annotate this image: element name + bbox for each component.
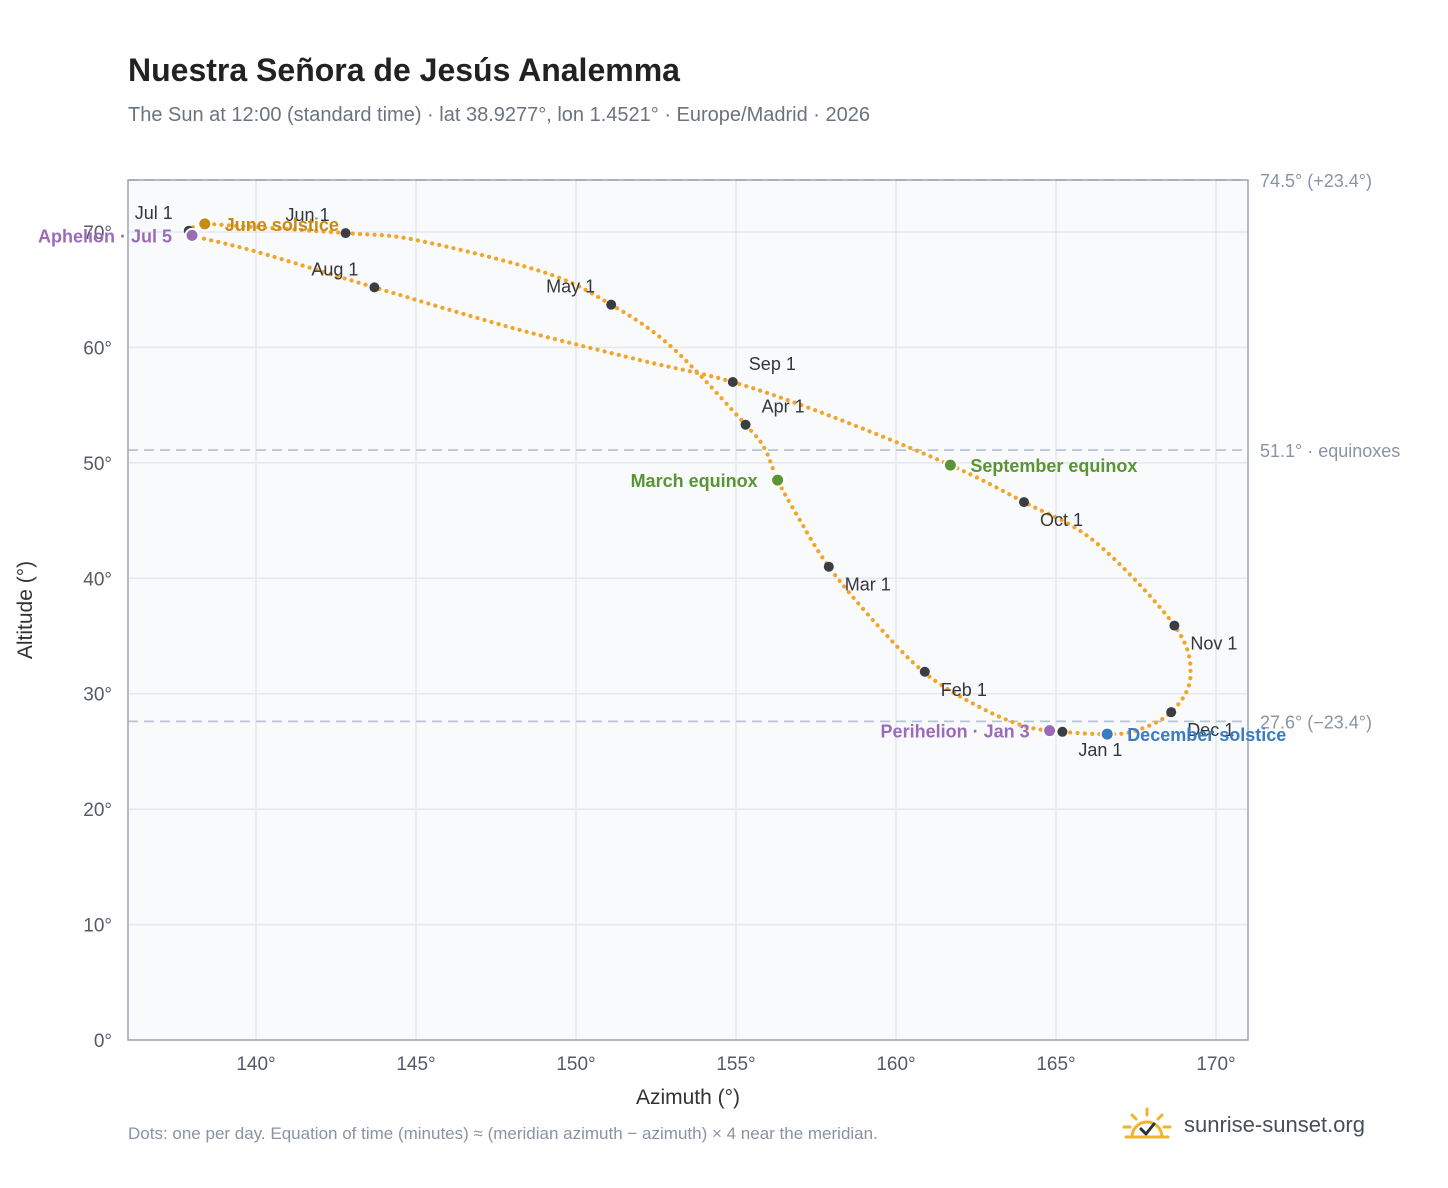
y-tick-label: 20° (83, 800, 112, 821)
month-label: Jul 1 (135, 203, 173, 223)
month-label: May 1 (546, 277, 595, 297)
reference-line-label: 74.5° (+23.4°) (1260, 171, 1372, 191)
month-label: Sep 1 (749, 354, 796, 374)
x-tick-label: 150° (556, 1054, 595, 1075)
month-markers: Jan 1 Feb 1 Mar 1 Apr 1 May 1 Jun 1 Jul 1 Aug 1… (135, 203, 1238, 760)
month-dot (1057, 726, 1068, 737)
y-tick-label: 70° (83, 223, 112, 244)
event-dot (942, 457, 958, 473)
y-axis-label: Altitude (°) (14, 561, 37, 659)
month-dot (727, 377, 738, 388)
x-tick-label: 160° (876, 1054, 915, 1075)
event-label: September equinox (970, 456, 1137, 476)
month-dot (606, 299, 617, 310)
reference-line-label: 51.1° · equinoxes (1260, 441, 1400, 461)
month-label: Dec 1 (1187, 720, 1234, 740)
event-label: March equinox (631, 471, 758, 491)
event-dot (184, 227, 200, 243)
event-dot (1042, 723, 1058, 739)
month-label: Aug 1 (311, 259, 358, 279)
month-dot (740, 419, 751, 430)
month-label: Nov 1 (1190, 634, 1237, 654)
y-tick-label: 30° (83, 685, 112, 706)
month-label: Jun 1 (286, 205, 330, 225)
y-tick-label: 0° (94, 1031, 112, 1052)
brand[interactable]: sunrise-sunset.org (1120, 1100, 1365, 1150)
y-tick-label: 10° (83, 916, 112, 937)
y-tick-label: 40° (83, 569, 112, 590)
x-axis-label: Azimuth (°) (636, 1086, 740, 1109)
plot-area (128, 180, 1248, 1040)
event-dot (770, 472, 786, 488)
event-markers: March equinox September equinox June solst… (38, 215, 1286, 745)
month-label: Oct 1 (1040, 510, 1083, 530)
month-dot (1019, 497, 1029, 508)
month-dot (340, 228, 351, 239)
event-label: Perihelion · Jan 3 (881, 722, 1030, 742)
footnote: Dots: one per day. Equation of time (min… (128, 1124, 878, 1143)
month-label: Jan 1 (1078, 740, 1122, 760)
month-dot (1166, 707, 1177, 718)
x-tick-label: 140° (236, 1054, 275, 1075)
month-dot (369, 282, 380, 293)
reference-line-label: 27.6° (−23.4°) (1260, 712, 1372, 732)
y-tick-label: 60° (83, 338, 112, 359)
chart-subtitle: The Sun at 12:00 (standard time) · lat 3… (128, 104, 870, 126)
x-tick-label: 165° (1036, 1054, 1075, 1075)
x-axis-ticks: 140° 145° 150° 155° 160° 165° 170° (236, 1054, 1235, 1075)
chart-title: Nuestra Señora de Jesús Analemma (128, 52, 680, 88)
month-label: Apr 1 (762, 397, 805, 417)
event-label: December solstice (1127, 725, 1286, 745)
month-label: Feb 1 (941, 680, 987, 700)
month-dot (1169, 620, 1180, 631)
x-tick-label: 145° (396, 1054, 435, 1075)
y-axis-ticks: 0° 10° 20° 30° 40° 50° 60° 70° (83, 223, 112, 1052)
month-dot (823, 561, 834, 572)
x-tick-label: 170° (1196, 1054, 1235, 1075)
brand-text: sunrise-sunset.org (1184, 1112, 1365, 1137)
month-dot (919, 666, 930, 677)
plot-frame (127, 179, 1249, 1041)
event-label: Aphelion · Jul 5 (38, 226, 172, 246)
month-label: Mar 1 (845, 575, 891, 595)
event-dot (1099, 726, 1115, 742)
event-dot (197, 216, 213, 232)
event-label: June solstice (225, 215, 339, 235)
sun-icon (1122, 1107, 1172, 1139)
x-tick-label: 155° (716, 1054, 755, 1075)
y-tick-label: 50° (83, 454, 112, 475)
